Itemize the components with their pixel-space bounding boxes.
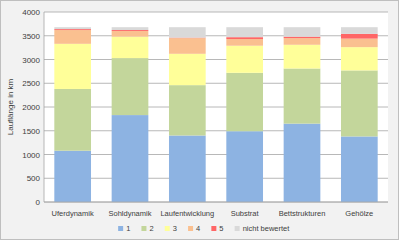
y-tick-label: 3000: [22, 56, 40, 65]
grid-line: [44, 35, 388, 36]
grid-line: [44, 178, 388, 179]
legend-label: 4: [196, 224, 200, 233]
y-tick-label: 0: [36, 198, 41, 207]
bar-segment: [54, 44, 91, 89]
bar-segment: [226, 131, 263, 202]
grid-line: [44, 107, 388, 108]
bar-segment: [112, 27, 149, 30]
bar-segment: [226, 73, 263, 131]
bar-segment: [341, 136, 378, 202]
grid-line: [44, 154, 388, 155]
bar-segment: [284, 27, 321, 37]
y-tick-label: 3500: [22, 32, 40, 41]
x-tick-label: Bettstrukturen: [279, 209, 326, 218]
bar-segment: [112, 37, 149, 58]
grid-line: [44, 12, 388, 13]
bar-segment: [226, 46, 263, 73]
y-tick-label: 4000: [22, 8, 40, 17]
x-tick-label: Substrat: [231, 209, 260, 218]
legend-label: 3: [173, 224, 177, 233]
x-axis: [44, 202, 388, 203]
legend: 1 2 3 4 5 nicht bewertet: [118, 224, 290, 233]
legend-label: 5: [219, 224, 223, 233]
y-tick-label: 1000: [22, 151, 40, 160]
bar-segment: [284, 124, 321, 202]
x-tick-label: Sohldynamik: [109, 209, 152, 218]
legend-swatch: [165, 226, 170, 231]
bar-segment: [341, 34, 378, 39]
bar-segment: [112, 58, 149, 115]
x-tick-label: Gehölze: [345, 209, 373, 218]
legend-swatch: [141, 226, 146, 231]
legend-swatch: [235, 226, 240, 231]
bar-segment: [284, 37, 321, 38]
legend-label: nicht bewertet: [243, 224, 291, 233]
bar-segment: [284, 38, 321, 45]
bar-segment: [169, 38, 206, 54]
bar-segment: [169, 136, 206, 203]
bar-segment: [284, 69, 321, 124]
bar-segment: [341, 27, 378, 34]
y-axis-label: Lauflänge in km: [6, 78, 15, 135]
grid-line: [44, 202, 388, 203]
bars: [54, 27, 377, 202]
y-tick-label: 2500: [22, 79, 40, 88]
y-tick-label: 2000: [22, 103, 40, 112]
x-tick-label: Laufentwicklung: [160, 209, 214, 218]
legend-swatch: [188, 226, 193, 231]
bar-segment: [341, 70, 378, 136]
bar-segment: [54, 27, 91, 29]
y-axis: [44, 12, 45, 202]
bar-segment: [169, 27, 206, 37]
bar-segment: [54, 151, 91, 202]
bar-segment: [226, 37, 263, 39]
legend-label: 1: [126, 224, 130, 233]
x-tick-label: Uferdynamik: [52, 209, 94, 218]
bar-segment: [54, 89, 91, 151]
background: [1, 1, 399, 240]
chart: 0 500 1000 1500 2000 2500 3000 3500 4000 Uferdyna…: [0, 0, 399, 240]
grid-line: [44, 59, 388, 60]
legend-swatch: [211, 226, 216, 231]
legend-label: 2: [149, 224, 153, 233]
bar-segment: [54, 30, 91, 44]
bar-segment: [169, 54, 206, 85]
grid-line: [44, 130, 388, 131]
bar-segment: [226, 27, 263, 37]
bar-segment: [341, 47, 378, 70]
plot-area: [44, 12, 388, 202]
bar-segment: [112, 115, 149, 202]
y-tick-label: 1500: [22, 127, 40, 136]
grid-line: [44, 83, 388, 84]
y-tick-label: 500: [27, 174, 41, 183]
bar-segment: [112, 31, 149, 37]
bar-segment: [284, 45, 321, 69]
bar-segment: [341, 39, 378, 48]
bar-segment: [226, 39, 263, 46]
bar-segment: [169, 85, 206, 135]
legend-swatch: [118, 226, 123, 231]
